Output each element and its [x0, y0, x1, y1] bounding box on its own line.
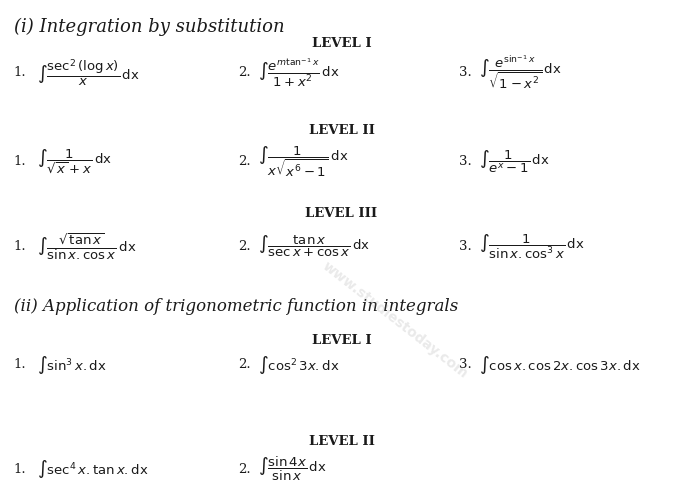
Text: 3.: 3. — [459, 155, 471, 169]
Text: 2.: 2. — [238, 155, 251, 169]
Text: LEVEL II: LEVEL II — [309, 124, 374, 137]
Text: $\int\sin^{3}x.\mathrm{dx}$: $\int\sin^{3}x.\mathrm{dx}$ — [37, 354, 107, 376]
Text: $\int\cos^{2}3x.\mathrm{dx}$: $\int\cos^{2}3x.\mathrm{dx}$ — [258, 354, 339, 376]
Text: 2.: 2. — [238, 463, 251, 476]
Text: 1.: 1. — [14, 66, 26, 79]
Text: $\int\dfrac{\tan x}{\sec x+\cos x}\,\mathrm{dx}$: $\int\dfrac{\tan x}{\sec x+\cos x}\,\mat… — [258, 234, 370, 259]
Text: $\int\dfrac{\sin 4x}{\sin x}\,\mathrm{dx}$: $\int\dfrac{\sin 4x}{\sin x}\,\mathrm{dx… — [258, 455, 326, 483]
Text: LEVEL I: LEVEL I — [311, 333, 372, 347]
Text: 3.: 3. — [459, 358, 471, 371]
Text: $\int\dfrac{1}{\sin x.\cos^{3}x}\,\mathrm{dx}$: $\int\dfrac{1}{\sin x.\cos^{3}x}\,\mathr… — [479, 232, 585, 261]
Text: $\int\cos x.\cos 2x.\cos 3x.\mathrm{dx}$: $\int\cos x.\cos 2x.\cos 3x.\mathrm{dx}$ — [479, 354, 641, 376]
Text: 1.: 1. — [14, 358, 26, 371]
Text: $\int\dfrac{\sec^{2}(\log x)}{x}\,\mathrm{dx}$: $\int\dfrac{\sec^{2}(\log x)}{x}\,\mathr… — [37, 57, 140, 88]
Text: 2.: 2. — [238, 66, 251, 79]
Text: LEVEL III: LEVEL III — [305, 207, 378, 219]
Text: $\int\sec^{4}x.\tan x.\mathrm{dx}$: $\int\sec^{4}x.\tan x.\mathrm{dx}$ — [37, 458, 148, 480]
Text: 3.: 3. — [459, 66, 471, 79]
Text: 3.: 3. — [459, 240, 471, 253]
Text: 2.: 2. — [238, 358, 251, 371]
Text: www.studiestoday.com: www.studiestoday.com — [320, 260, 471, 382]
Text: LEVEL I: LEVEL I — [311, 37, 372, 50]
Text: $\int\dfrac{e^{m\tan^{-1}x}}{1+x^{2}}\,\mathrm{dx}$: $\int\dfrac{e^{m\tan^{-1}x}}{1+x^{2}}\,\… — [258, 56, 339, 89]
Text: 1.: 1. — [14, 240, 26, 253]
Text: $\int\dfrac{1}{x\sqrt{x^{6}-1}}\,\mathrm{dx}$: $\int\dfrac{1}{x\sqrt{x^{6}-1}}\,\mathrm… — [258, 144, 348, 179]
Text: $\int\dfrac{\sqrt{\tan x}}{\sin x.\cos x}\,\mathrm{dx}$: $\int\dfrac{\sqrt{\tan x}}{\sin x.\cos x… — [37, 231, 137, 262]
Text: 1.: 1. — [14, 155, 26, 169]
Text: 1.: 1. — [14, 463, 26, 476]
Text: $\int\dfrac{1}{e^{x}-1}\,\mathrm{dx}$: $\int\dfrac{1}{e^{x}-1}\,\mathrm{dx}$ — [479, 148, 549, 175]
Text: $\int\dfrac{e^{\sin^{-1}x}}{\sqrt{1-x^{2}}}\,\mathrm{dx}$: $\int\dfrac{e^{\sin^{-1}x}}{\sqrt{1-x^{2… — [479, 53, 561, 92]
Text: LEVEL II: LEVEL II — [309, 435, 374, 448]
Text: (i) Integration by substitution: (i) Integration by substitution — [14, 18, 284, 36]
Text: (ii) Application of trigonometric function in integrals: (ii) Application of trigonometric functi… — [14, 298, 458, 315]
Text: 2.: 2. — [238, 240, 251, 253]
Text: $\int\dfrac{1}{\sqrt{x}+x}\,\mathrm{dx}$: $\int\dfrac{1}{\sqrt{x}+x}\,\mathrm{dx}$ — [37, 147, 112, 176]
